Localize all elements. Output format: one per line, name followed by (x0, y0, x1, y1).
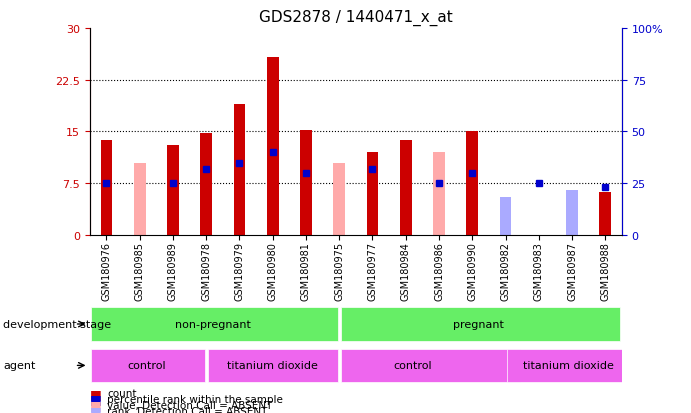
Bar (208, 349, 338, 382)
Bar (341, 307, 621, 341)
Bar (91, 307, 338, 341)
Text: value, Detection Call = ABSENT: value, Detection Call = ABSENT (107, 400, 272, 410)
Bar (267, 58, 278, 235)
Text: ■: ■ (90, 404, 102, 413)
Text: pregnant: pregnant (453, 319, 504, 329)
Text: ■: ■ (90, 387, 102, 400)
Text: count: count (107, 388, 137, 398)
Bar (566, 191, 578, 235)
Text: control: control (393, 361, 432, 370)
Text: percentile rank within the sample: percentile rank within the sample (107, 394, 283, 404)
Bar (200, 133, 212, 235)
Bar (507, 349, 637, 382)
Text: agent: agent (3, 361, 36, 370)
Text: titanium dioxide: titanium dioxide (523, 361, 614, 370)
Text: non-pregnant: non-pregnant (175, 319, 251, 329)
Bar (367, 153, 378, 235)
Bar (341, 349, 520, 382)
Text: development stage: development stage (3, 319, 111, 329)
Bar (400, 140, 412, 235)
Text: control: control (127, 361, 166, 370)
Bar (500, 197, 511, 235)
Bar (167, 146, 179, 235)
Bar (134, 163, 146, 235)
Bar (300, 131, 312, 235)
Bar (566, 191, 578, 235)
Title: GDS2878 / 1440471_x_at: GDS2878 / 1440471_x_at (259, 10, 453, 26)
Bar (500, 211, 511, 235)
Bar (600, 193, 611, 235)
Bar (101, 140, 112, 235)
Text: titanium dioxide: titanium dioxide (227, 361, 318, 370)
Bar (466, 132, 478, 235)
Text: ■: ■ (90, 398, 102, 411)
Text: rank, Detection Call = ABSENT: rank, Detection Call = ABSENT (107, 406, 267, 413)
Bar (234, 104, 245, 235)
Text: ■: ■ (90, 392, 102, 406)
Bar (334, 163, 345, 235)
Bar (433, 153, 445, 235)
Bar (91, 349, 205, 382)
